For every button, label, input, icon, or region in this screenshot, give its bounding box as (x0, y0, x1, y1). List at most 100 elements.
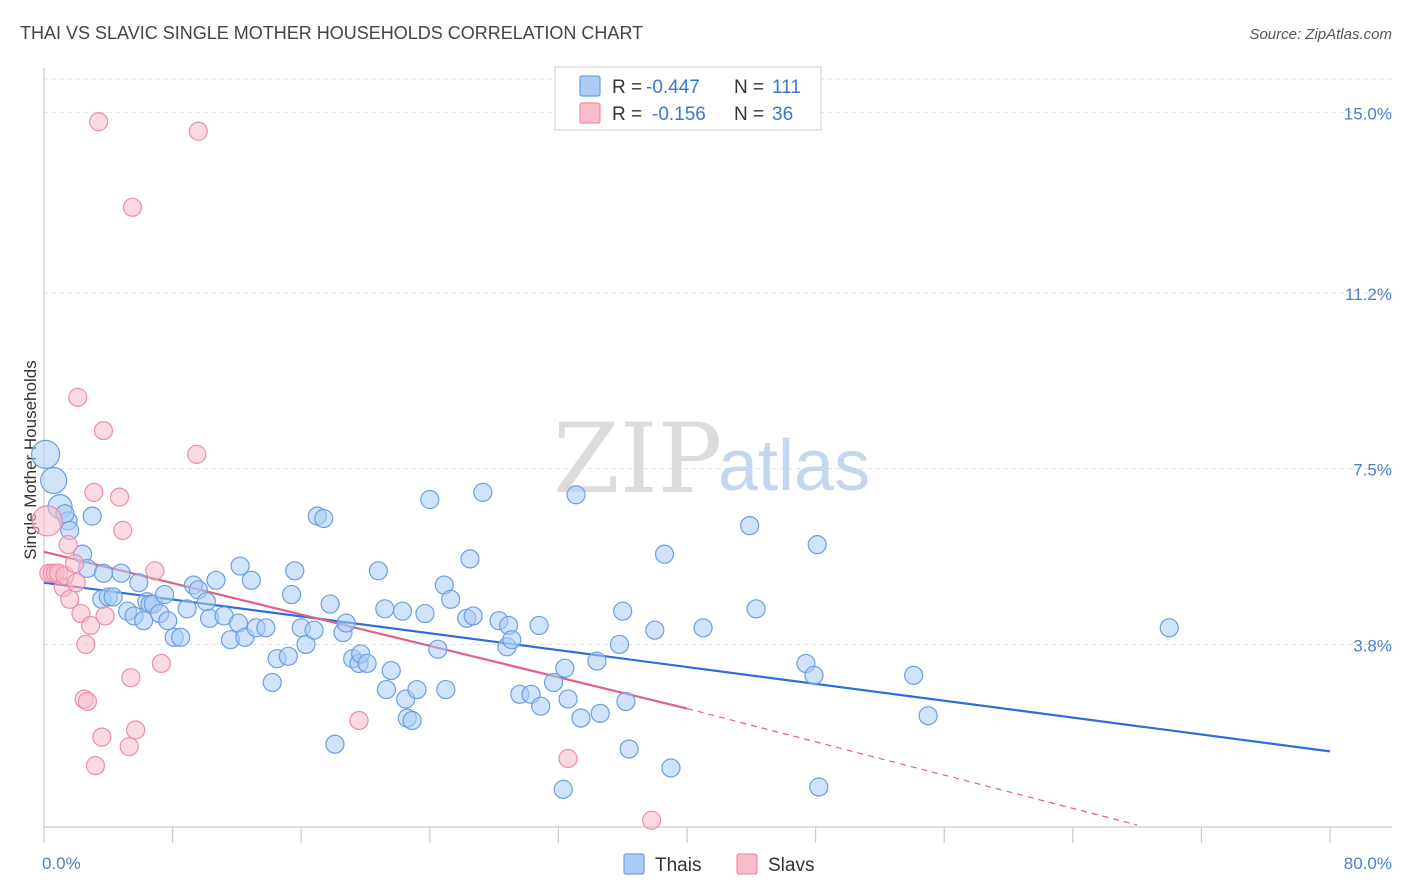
chart-title: THAI VS SLAVIC SINGLE MOTHER HOUSEHOLDS … (20, 23, 643, 43)
y-tick-label-1: 7.5% (1353, 461, 1392, 480)
thais-point-40 (262, 672, 282, 693)
thais-point-65 (407, 679, 427, 700)
thais-point-37 (241, 570, 261, 590)
trendline-thais (43, 581, 1331, 753)
legend-r-label-slavs: R = (612, 104, 642, 125)
slavs-point-16 (81, 615, 101, 636)
thais-point-94 (613, 601, 633, 621)
y-tick-label-2: 11.2% (1345, 285, 1392, 304)
thais-point-106 (809, 777, 829, 797)
thais-point-46 (296, 634, 316, 655)
thais-point-66 (392, 601, 413, 621)
legend-n-value-thais: 111 (772, 77, 801, 98)
legend-n-label-thais: N = (734, 77, 764, 98)
y-tick-labels: 3.8% 7.5% 11.2% 15.0% (1344, 104, 1392, 655)
thais-point-102 (746, 599, 766, 619)
slavs-point-24 (113, 520, 133, 541)
thais-point-29 (196, 592, 216, 612)
thais-point-1 (40, 466, 68, 495)
thais-point-91 (587, 651, 607, 671)
thais-point-96 (619, 739, 639, 759)
thais-point-67 (415, 603, 435, 624)
legend-r-value-thais: -0.447 (646, 77, 700, 98)
thais-point-108 (918, 706, 938, 726)
x-tick-label-0: 0.0% (42, 854, 81, 873)
thais-point-22 (154, 584, 175, 605)
thais-point-84 (531, 696, 551, 716)
thais-point-72 (436, 679, 456, 700)
slavs-point-10 (66, 573, 86, 593)
thais-point-76 (473, 482, 493, 502)
thais-point-16 (129, 573, 149, 593)
thais-point-59 (375, 599, 395, 619)
slavs-point-34 (558, 748, 578, 769)
watermark: ZIP atlas (553, 403, 870, 515)
thais-point-71 (441, 589, 461, 609)
slavs-point-35 (642, 810, 662, 830)
thais-point-49 (314, 508, 334, 529)
slavs-point-18 (85, 756, 106, 776)
slavs-point-9 (64, 554, 85, 574)
thais-point-98 (654, 544, 675, 564)
slavs-point-22 (95, 606, 115, 626)
correlation-legend: R = -0.447 N = 111 R = -0.156 N = 36 (554, 66, 822, 131)
thais-point-17 (134, 611, 154, 631)
slavs-point-32 (188, 121, 208, 141)
y-axis-label: Single Mother Households (21, 360, 40, 559)
thais-point-25 (171, 627, 191, 647)
thais-point-92 (590, 703, 610, 723)
legend-r-value-slavs: -0.156 (652, 104, 706, 125)
slavs-point-14 (76, 634, 96, 655)
thais-point-99 (661, 758, 681, 778)
thais-point-93 (609, 634, 630, 655)
thais-point-47 (304, 620, 324, 640)
thais-point-89 (566, 485, 586, 505)
y-tick-label-0: 3.8% (1353, 636, 1392, 655)
thais-point-44 (285, 561, 305, 581)
slavs-point-31 (187, 444, 207, 464)
slavs-point-29 (145, 561, 165, 581)
thais-point-83 (529, 615, 549, 636)
x-tick-label-1: 80.0% (1344, 854, 1392, 873)
thais-point-8 (82, 506, 102, 526)
slavs-point-17 (84, 482, 104, 502)
slavs-point-25 (119, 736, 139, 757)
slavs-point-0 (31, 505, 63, 537)
thais-point-90 (571, 708, 591, 728)
slavs-point-7 (58, 535, 78, 555)
thais-point-35 (230, 556, 250, 576)
thais-point-100 (693, 618, 713, 638)
thais-point-68 (420, 489, 440, 510)
legend-swatch-slavs (579, 102, 601, 124)
thais-point-60 (381, 660, 401, 681)
thais-point-64 (402, 710, 422, 731)
thais-point-39 (256, 618, 276, 638)
thais-point-50 (320, 594, 340, 614)
thais-point-26 (177, 599, 197, 619)
thais-point-86 (553, 779, 573, 799)
thais-point-43 (281, 584, 302, 605)
slavs-point-23 (109, 487, 130, 507)
thais-point-23 (158, 611, 178, 631)
legend-n-label-slavs: N = (734, 104, 764, 125)
thais-point-101 (740, 516, 760, 536)
legend-r-label-thais: R = (612, 77, 642, 98)
slavs-point-19 (89, 112, 109, 132)
slavs-point-33 (349, 710, 369, 731)
thais-point-107 (904, 665, 924, 685)
legend-swatch-thais (579, 75, 601, 97)
thais-point-105 (807, 535, 827, 555)
thais-point-109 (1159, 618, 1179, 638)
thais-point-13 (111, 563, 131, 583)
thais-point-97 (645, 620, 665, 640)
thais-point-12 (103, 587, 123, 607)
thais-point-69 (428, 639, 448, 659)
slavs-point-15 (77, 691, 98, 712)
thais-point-85 (543, 672, 564, 693)
thais-point-57 (357, 653, 377, 674)
thais-point-61 (376, 679, 396, 700)
series-legend: Thais Slavs (623, 853, 814, 876)
thais-point-58 (368, 561, 388, 581)
slavs-point-26 (121, 668, 141, 688)
